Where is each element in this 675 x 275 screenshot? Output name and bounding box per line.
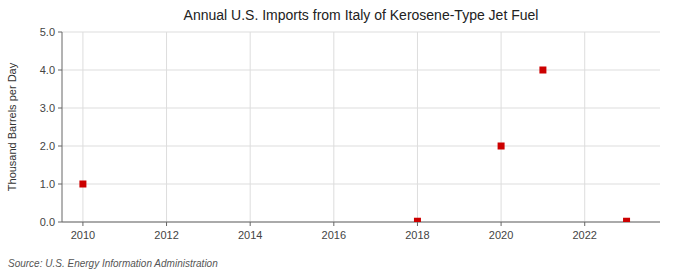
tick-label: 1.0 bbox=[40, 178, 55, 190]
tick-mark bbox=[58, 32, 62, 33]
grid bbox=[62, 32, 660, 222]
grid-line bbox=[166, 32, 167, 222]
source: Source: U.S. Energy Information Administ… bbox=[8, 258, 218, 269]
grid-line bbox=[250, 32, 251, 222]
grid-line bbox=[62, 146, 660, 147]
tick-mark bbox=[417, 222, 418, 226]
tick-label: 2022 bbox=[572, 229, 596, 241]
tick-mark bbox=[166, 222, 167, 226]
tick-mark bbox=[58, 222, 62, 223]
tick-mark bbox=[58, 108, 62, 109]
grid-line bbox=[584, 32, 585, 222]
tick-label: 2010 bbox=[71, 229, 95, 241]
y-axis-line bbox=[62, 32, 63, 222]
tick-label: 4.0 bbox=[40, 64, 55, 76]
chart: Annual U.S. Imports from Italy of Kerose… bbox=[0, 0, 675, 275]
y-axis-label: Thousand Barrels per Day bbox=[6, 62, 18, 191]
tick-label: 2018 bbox=[405, 229, 429, 241]
tick-label: 2020 bbox=[489, 229, 513, 241]
point bbox=[79, 181, 86, 188]
tick-mark bbox=[58, 184, 62, 185]
x-axis-line bbox=[62, 222, 660, 223]
grid-line bbox=[62, 184, 660, 185]
tick-mark bbox=[58, 146, 62, 147]
tick-mark bbox=[250, 222, 251, 226]
grid-line bbox=[417, 32, 418, 222]
grid-line bbox=[62, 222, 660, 223]
grid-line bbox=[501, 32, 502, 222]
tick-mark bbox=[82, 222, 83, 226]
grid-line bbox=[62, 70, 660, 71]
tick-mark bbox=[58, 70, 62, 71]
title: Annual U.S. Imports from Italy of Kerose… bbox=[184, 7, 539, 23]
point bbox=[414, 218, 421, 222]
background bbox=[0, 0, 675, 275]
point bbox=[539, 67, 546, 74]
axes: 0.0 1.0 2.0 3.0 4.0 5.0 2010 2012 2014 2016 2018 20… bbox=[40, 26, 660, 241]
tick-mark bbox=[584, 222, 585, 226]
grid-line bbox=[82, 32, 83, 222]
grid-line bbox=[62, 32, 660, 33]
point bbox=[498, 143, 505, 150]
tick-label: 3.0 bbox=[40, 102, 55, 114]
tick-mark bbox=[333, 222, 334, 226]
tick-label: 2016 bbox=[322, 229, 346, 241]
tick-label: 2012 bbox=[154, 229, 178, 241]
tick-label: 2014 bbox=[238, 229, 262, 241]
grid-line bbox=[62, 108, 660, 109]
tick-label: 5.0 bbox=[40, 26, 55, 38]
points bbox=[79, 67, 630, 223]
tick-label: 0.0 bbox=[40, 216, 55, 228]
grid-line bbox=[333, 32, 334, 222]
point bbox=[623, 218, 630, 222]
tick-label: 2.0 bbox=[40, 140, 55, 152]
tick-mark bbox=[501, 222, 502, 226]
